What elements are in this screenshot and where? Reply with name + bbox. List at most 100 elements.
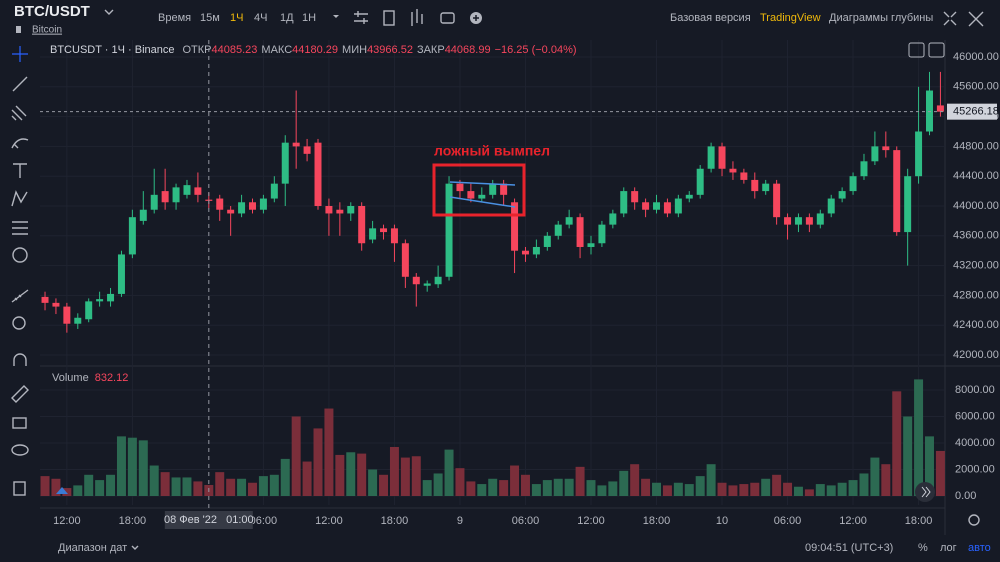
- interval[interactable]: 1Д: [280, 12, 294, 24]
- interval[interactable]: 4Ч: [254, 12, 267, 24]
- trash-tool[interactable]: [13, 481, 26, 496]
- candle-body: [423, 283, 431, 286]
- candle-type-icon[interactable]: [411, 9, 423, 26]
- candle-body: [85, 301, 93, 320]
- indicators-icon[interactable]: [354, 11, 368, 24]
- volume-bar: [51, 478, 61, 496]
- volume-bar: [335, 454, 345, 496]
- volume-bar: [280, 458, 290, 496]
- candle-body: [707, 146, 715, 169]
- logo: [56, 487, 68, 494]
- crosshair-time: 08 Фев '22 01:00: [164, 514, 254, 526]
- emoji-tool[interactable]: [12, 247, 28, 263]
- volume-bar: [258, 476, 268, 496]
- y-tick-label: 43600.00: [953, 230, 999, 242]
- coin-name[interactable]: Bitcoin: [32, 25, 62, 36]
- scroll-to-end[interactable]: [915, 482, 935, 502]
- lock-tool[interactable]: [12, 417, 27, 429]
- volume-bar: [389, 446, 399, 496]
- zoom-tool[interactable]: [12, 316, 26, 330]
- legend-label: ОТКР: [183, 44, 212, 56]
- legend-value: 44085.23: [212, 44, 258, 56]
- candle-body: [445, 183, 453, 277]
- view-tab[interactable]: Базовая версия: [670, 12, 751, 24]
- close-icon[interactable]: [968, 11, 984, 27]
- volume-bar: [597, 485, 607, 496]
- y-tick-label: 45600.00: [953, 81, 999, 93]
- symbol-dropdown[interactable]: [104, 9, 114, 15]
- volume-legend: Volume 832.12: [52, 372, 128, 384]
- forecast-tool[interactable]: [12, 221, 28, 235]
- candle-body: [543, 235, 551, 247]
- visibility-tool[interactable]: [11, 444, 29, 456]
- scale-button[interactable]: %: [918, 542, 928, 554]
- fib-tool[interactable]: [11, 105, 27, 121]
- trendline-tool[interactable]: [12, 76, 28, 92]
- volume-bar: [237, 478, 247, 496]
- candle-body: [281, 142, 289, 184]
- layout-icon[interactable]: [383, 10, 395, 26]
- ruler-tool[interactable]: [11, 289, 29, 303]
- candle-body: [718, 146, 726, 169]
- fullscreen-icon[interactable]: [943, 11, 957, 26]
- y-tick-label: 6000.00: [955, 410, 995, 422]
- volume-bar: [116, 436, 126, 496]
- volume-bar: [302, 461, 312, 496]
- volume-bar: [608, 481, 618, 496]
- screenshot-icon[interactable]: [440, 12, 455, 24]
- volume-bar: [662, 485, 672, 496]
- candle-body: [456, 183, 464, 192]
- crosshair-time-box: [164, 511, 253, 529]
- candle-body: [117, 254, 125, 294]
- scroll-button[interactable]: [908, 42, 925, 58]
- view-tab[interactable]: Диаграммы глубины: [829, 12, 933, 24]
- text-tool[interactable]: [13, 163, 27, 178]
- candle-body: [390, 228, 398, 244]
- annotation-box: [432, 163, 526, 217]
- annotation-text: ложный вымпел: [434, 143, 550, 159]
- candle-body: [303, 146, 311, 154]
- volume-bar: [466, 481, 476, 496]
- volume-bar: [695, 476, 705, 496]
- x-tick-label: 18:00: [119, 515, 147, 527]
- view-tab[interactable]: TradingView: [760, 12, 821, 24]
- candle-body: [631, 191, 639, 203]
- volume-bar: [673, 482, 683, 496]
- interval[interactable]: 1Н: [302, 12, 316, 24]
- brush-tool[interactable]: [11, 138, 29, 149]
- y-tick-label: 46000.00: [953, 51, 999, 63]
- last-price-label: 45266.18: [953, 106, 999, 118]
- volume-bar: [542, 480, 552, 496]
- range-button[interactable]: Диапазон дат: [58, 542, 127, 554]
- volume-bar: [881, 464, 891, 496]
- candle-body: [107, 293, 115, 302]
- scale-button[interactable]: авто: [968, 542, 991, 554]
- scale-button[interactable]: лог: [940, 542, 957, 554]
- scale-buttons: % лог авто: [918, 542, 991, 554]
- symbol[interactable]: BTC/USDT: [14, 3, 90, 20]
- volume-bar: [728, 485, 738, 496]
- settings-button[interactable]: [928, 42, 945, 58]
- candle-body: [314, 142, 322, 207]
- volume-bar: [433, 473, 443, 496]
- volume-bar: [815, 484, 825, 496]
- lock-draw-tool[interactable]: [11, 385, 29, 403]
- interval[interactable]: 1Ч: [230, 12, 243, 24]
- interval-dropdown[interactable]: [333, 15, 339, 18]
- y-tick-label: 43200.00: [953, 260, 999, 272]
- magnet-tool[interactable]: [13, 353, 27, 366]
- volume-bar: [400, 457, 410, 496]
- scale-settings[interactable]: [968, 514, 980, 526]
- volume-bar: [804, 489, 814, 496]
- crosshair-tool[interactable]: [12, 46, 28, 62]
- candle-body: [642, 202, 650, 210]
- x-tick-label: 10: [716, 515, 728, 527]
- candle-body: [860, 161, 868, 177]
- range-dropdown: [131, 545, 139, 550]
- candle-body: [685, 194, 693, 199]
- volume-bar: [324, 408, 334, 496]
- interval[interactable]: 15м: [200, 12, 220, 24]
- pattern-tool[interactable]: [11, 190, 28, 207]
- candle-body: [904, 176, 912, 233]
- volume-bar: [488, 478, 498, 496]
